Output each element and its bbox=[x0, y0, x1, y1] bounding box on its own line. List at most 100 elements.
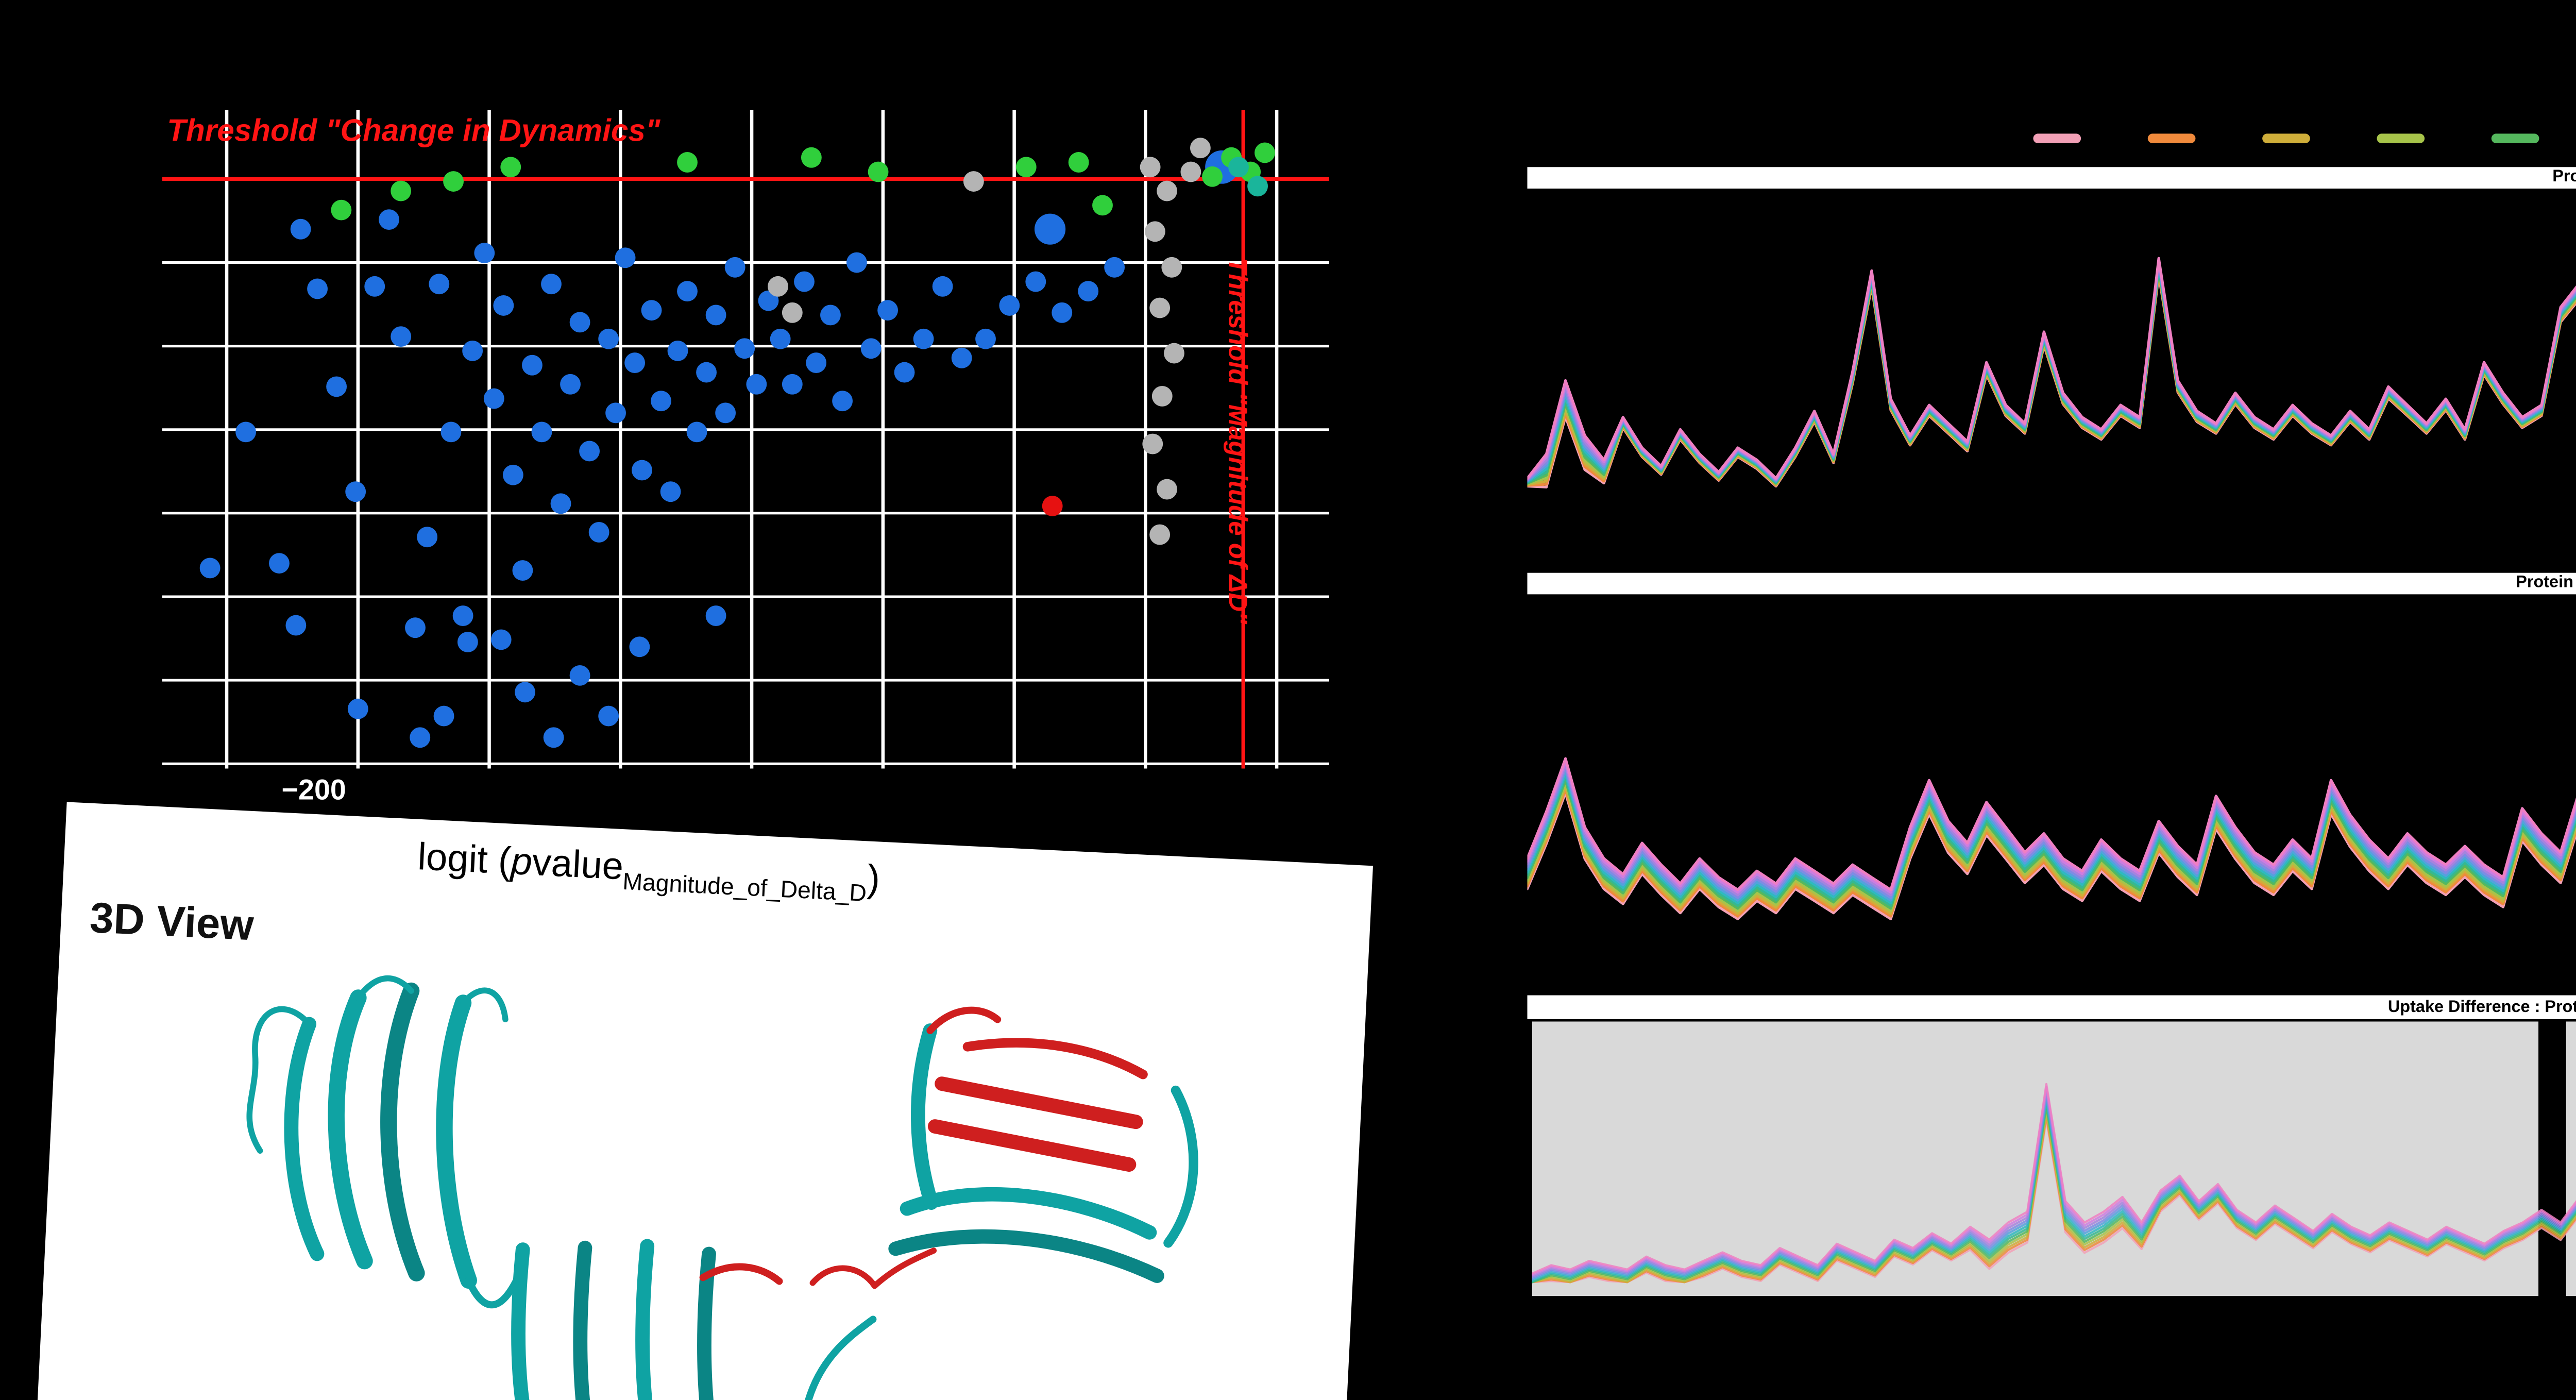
scatter-point[interactable] bbox=[1190, 138, 1211, 159]
scatter-point[interactable] bbox=[913, 328, 934, 349]
scatter-point[interactable] bbox=[483, 388, 504, 409]
scatter-point[interactable] bbox=[1068, 152, 1089, 173]
scatter-point[interactable] bbox=[490, 629, 512, 650]
scatter-point[interactable] bbox=[522, 355, 543, 376]
legend-swatch[interactable] bbox=[2262, 133, 2310, 143]
scatter-point[interactable] bbox=[440, 421, 462, 443]
scatter-point[interactable] bbox=[1157, 180, 1177, 201]
scatter-point[interactable] bbox=[686, 421, 707, 443]
legend-swatch[interactable] bbox=[2147, 133, 2196, 143]
scatter-point[interactable] bbox=[579, 441, 600, 462]
scatter-point[interactable] bbox=[846, 252, 867, 273]
scatter-point[interactable] bbox=[999, 295, 1020, 316]
scatter-point[interactable] bbox=[667, 340, 688, 361]
scatter-point[interactable] bbox=[877, 300, 899, 321]
scatter-point[interactable] bbox=[1092, 195, 1113, 216]
scatter-point[interactable] bbox=[512, 560, 533, 581]
scatter-point[interactable] bbox=[326, 376, 347, 397]
scatter-point[interactable] bbox=[457, 632, 478, 652]
scatter-point[interactable] bbox=[1228, 157, 1249, 178]
scatter-point[interactable] bbox=[801, 147, 822, 168]
scatter-point[interactable] bbox=[235, 421, 257, 443]
scatter-point[interactable] bbox=[860, 338, 882, 359]
legend-swatch[interactable] bbox=[2491, 133, 2539, 143]
scatter-point[interactable] bbox=[832, 391, 853, 412]
scatter-point[interactable] bbox=[782, 302, 803, 323]
scatter-point[interactable] bbox=[410, 727, 431, 748]
scatter-point[interactable] bbox=[1149, 297, 1171, 318]
scatter-point[interactable] bbox=[1157, 479, 1177, 500]
scatter-point[interactable] bbox=[615, 247, 636, 268]
scatter-point[interactable] bbox=[1142, 433, 1163, 454]
scatter-point[interactable] bbox=[951, 347, 972, 368]
scatter-point[interactable] bbox=[1144, 221, 1165, 242]
scatter-point[interactable] bbox=[696, 362, 717, 383]
scatter-point[interactable] bbox=[1034, 213, 1066, 245]
scatter-point[interactable] bbox=[629, 636, 650, 657]
scatter-point[interactable] bbox=[493, 295, 514, 316]
scatter-point[interactable] bbox=[379, 209, 399, 230]
scatter-point[interactable] bbox=[1255, 142, 1275, 163]
scatter-point[interactable] bbox=[820, 305, 841, 326]
scatter-point[interactable] bbox=[598, 705, 619, 727]
legend-swatch[interactable] bbox=[2033, 133, 2081, 143]
scatter-point[interactable] bbox=[405, 617, 426, 638]
scatter-point[interactable] bbox=[894, 362, 915, 383]
protein-structure[interactable] bbox=[104, 943, 1299, 1400]
scatter-point[interactable] bbox=[1140, 157, 1161, 178]
scatter-point[interactable] bbox=[715, 402, 736, 424]
scatter-point[interactable] bbox=[560, 374, 581, 395]
scatter-point[interactable] bbox=[474, 243, 495, 263]
scatter-point[interactable] bbox=[541, 274, 562, 295]
scatter-point[interactable] bbox=[1151, 385, 1173, 407]
scatter-point[interactable] bbox=[500, 157, 521, 178]
scatter-point[interactable] bbox=[347, 698, 368, 719]
scatter-point[interactable] bbox=[391, 326, 412, 347]
uptake-chart-protein-a[interactable] bbox=[1527, 193, 2576, 556]
scatter-point[interactable] bbox=[1202, 166, 1223, 187]
scatter-point[interactable] bbox=[331, 199, 352, 221]
scatter-point[interactable] bbox=[199, 558, 221, 579]
scatter-point[interactable] bbox=[531, 421, 552, 443]
volcano-plot[interactable] bbox=[0, 0, 1432, 823]
scatter-point[interactable] bbox=[417, 527, 438, 548]
scatter-point[interactable] bbox=[550, 493, 571, 514]
scatter-point[interactable] bbox=[724, 257, 745, 278]
scatter-point[interactable] bbox=[1104, 257, 1125, 278]
uptake-chart-protein-a-ligand[interactable] bbox=[1527, 599, 2576, 969]
scatter-point[interactable] bbox=[391, 180, 412, 201]
scatter-point[interactable] bbox=[598, 328, 619, 349]
scatter-point[interactable] bbox=[1149, 524, 1171, 545]
scatter-point[interactable] bbox=[569, 665, 590, 686]
scatter-point[interactable] bbox=[768, 276, 788, 297]
scatter-point[interactable] bbox=[932, 276, 953, 297]
scatter-point[interactable] bbox=[290, 218, 311, 240]
scatter-point[interactable] bbox=[782, 374, 803, 395]
scatter-point[interactable] bbox=[1015, 157, 1037, 178]
scatter-point[interactable] bbox=[1161, 257, 1182, 278]
uptake-difference-chart[interactable] bbox=[1532, 1021, 2576, 1303]
scatter-point[interactable] bbox=[1164, 343, 1184, 364]
scatter-point[interactable] bbox=[963, 171, 984, 192]
scatter-point[interactable] bbox=[677, 281, 698, 302]
scatter-point[interactable] bbox=[641, 300, 662, 321]
scatter-point[interactable] bbox=[806, 352, 827, 373]
scatter-point[interactable] bbox=[632, 460, 652, 481]
scatter-point[interactable] bbox=[1180, 161, 1201, 182]
scatter-point[interactable] bbox=[624, 352, 646, 373]
scatter-point[interactable] bbox=[660, 481, 681, 502]
scatter-point[interactable] bbox=[705, 305, 726, 326]
scatter-point[interactable] bbox=[1042, 496, 1063, 516]
scatter-point[interactable] bbox=[269, 553, 290, 574]
scatter-point[interactable] bbox=[285, 615, 307, 636]
scatter-point[interactable] bbox=[705, 605, 726, 626]
scatter-point[interactable] bbox=[746, 374, 767, 395]
scatter-point[interactable] bbox=[1078, 281, 1099, 302]
scatter-point[interactable] bbox=[452, 605, 473, 626]
scatter-point[interactable] bbox=[975, 328, 996, 349]
scatter-point[interactable] bbox=[543, 727, 564, 748]
scatter-point[interactable] bbox=[770, 328, 791, 349]
scatter-point[interactable] bbox=[433, 705, 454, 727]
scatter-point[interactable] bbox=[1025, 271, 1046, 292]
scatter-point[interactable] bbox=[1247, 176, 1268, 197]
